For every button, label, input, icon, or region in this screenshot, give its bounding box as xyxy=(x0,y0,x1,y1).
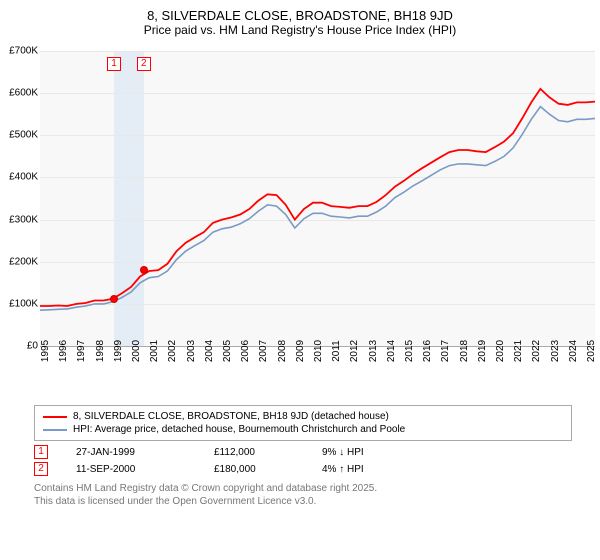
footer-line-2: This data is licensed under the Open Gov… xyxy=(34,495,572,508)
sale-hpi: 9% ↓ HPI xyxy=(322,447,402,458)
xtick-label: 2017 xyxy=(440,340,451,362)
xtick-label: 2000 xyxy=(131,340,142,362)
xtick-label: 2010 xyxy=(313,340,324,362)
ytick-label: £300K xyxy=(9,214,38,225)
plot: 12 xyxy=(40,51,595,346)
sale-marker-icon: 2 xyxy=(34,462,48,476)
footer: Contains HM Land Registry data © Crown c… xyxy=(34,482,572,508)
xtick-label: 1995 xyxy=(40,340,51,362)
legend-swatch xyxy=(43,429,67,431)
ytick-label: £600K xyxy=(9,88,38,99)
sale-marker-callout: 1 xyxy=(107,57,121,71)
xtick-label: 2019 xyxy=(477,340,488,362)
ytick-label: £100K xyxy=(9,298,38,309)
ytick-label: £0 xyxy=(27,341,38,352)
xtick-label: 2002 xyxy=(167,340,178,362)
sale-dot xyxy=(110,295,118,303)
footer-line-1: Contains HM Land Registry data © Crown c… xyxy=(34,482,572,495)
chart-subtitle: Price paid vs. HM Land Registry's House … xyxy=(0,23,600,37)
sale-hpi: 4% ↑ HPI xyxy=(322,464,402,475)
ytick-label: £200K xyxy=(9,256,38,267)
xtick-label: 2021 xyxy=(513,340,524,362)
xtick-label: 2020 xyxy=(495,340,506,362)
sale-row: 2 11-SEP-2000 £180,000 4% ↑ HPI xyxy=(34,462,572,476)
sale-marker-callout: 2 xyxy=(137,57,151,71)
legend-label: HPI: Average price, detached house, Bour… xyxy=(73,424,405,435)
chart-title: 8, SILVERDALE CLOSE, BROADSTONE, BH18 9J… xyxy=(0,8,600,23)
sale-date: 11-SEP-2000 xyxy=(76,464,186,475)
xtick-label: 1998 xyxy=(95,340,106,362)
series-line xyxy=(40,89,595,306)
xtick-label: 2018 xyxy=(459,340,470,362)
line-series xyxy=(40,51,595,346)
sale-marker-icon: 1 xyxy=(34,445,48,459)
xtick-label: 2007 xyxy=(258,340,269,362)
sale-price: £180,000 xyxy=(214,464,294,475)
xtick-label: 1999 xyxy=(113,340,124,362)
xtick-label: 2013 xyxy=(368,340,379,362)
chart-area: 12 £0£100K£200K£300K£400K£500K£600K£700K… xyxy=(0,41,600,401)
xtick-label: 2024 xyxy=(568,340,579,362)
xtick-label: 2025 xyxy=(586,340,597,362)
sale-price: £112,000 xyxy=(214,447,294,458)
legend: 8, SILVERDALE CLOSE, BROADSTONE, BH18 9J… xyxy=(34,405,572,441)
series-line xyxy=(40,107,595,311)
xtick-label: 2015 xyxy=(404,340,415,362)
xtick-label: 2006 xyxy=(240,340,251,362)
xtick-label: 2023 xyxy=(550,340,561,362)
xtick-label: 2022 xyxy=(531,340,542,362)
ytick-label: £700K xyxy=(9,46,38,57)
xtick-label: 2009 xyxy=(295,340,306,362)
sale-dot xyxy=(140,266,148,274)
xtick-label: 2005 xyxy=(222,340,233,362)
xtick-label: 2011 xyxy=(331,340,342,362)
sale-row: 1 27-JAN-1999 £112,000 9% ↓ HPI xyxy=(34,445,572,459)
sale-date: 27-JAN-1999 xyxy=(76,447,186,458)
xtick-label: 2012 xyxy=(349,340,360,362)
xtick-label: 2014 xyxy=(386,340,397,362)
xtick-label: 2001 xyxy=(149,340,160,362)
xtick-label: 1997 xyxy=(76,340,87,362)
legend-label: 8, SILVERDALE CLOSE, BROADSTONE, BH18 9J… xyxy=(73,411,389,422)
xtick-label: 2003 xyxy=(186,340,197,362)
xtick-label: 2016 xyxy=(422,340,433,362)
ytick-label: £400K xyxy=(9,172,38,183)
xtick-label: 1996 xyxy=(58,340,69,362)
xtick-label: 2004 xyxy=(204,340,215,362)
legend-item: HPI: Average price, detached house, Bour… xyxy=(43,423,563,436)
legend-swatch xyxy=(43,416,67,418)
xtick-label: 2008 xyxy=(277,340,288,362)
ytick-label: £500K xyxy=(9,130,38,141)
legend-item: 8, SILVERDALE CLOSE, BROADSTONE, BH18 9J… xyxy=(43,410,563,423)
